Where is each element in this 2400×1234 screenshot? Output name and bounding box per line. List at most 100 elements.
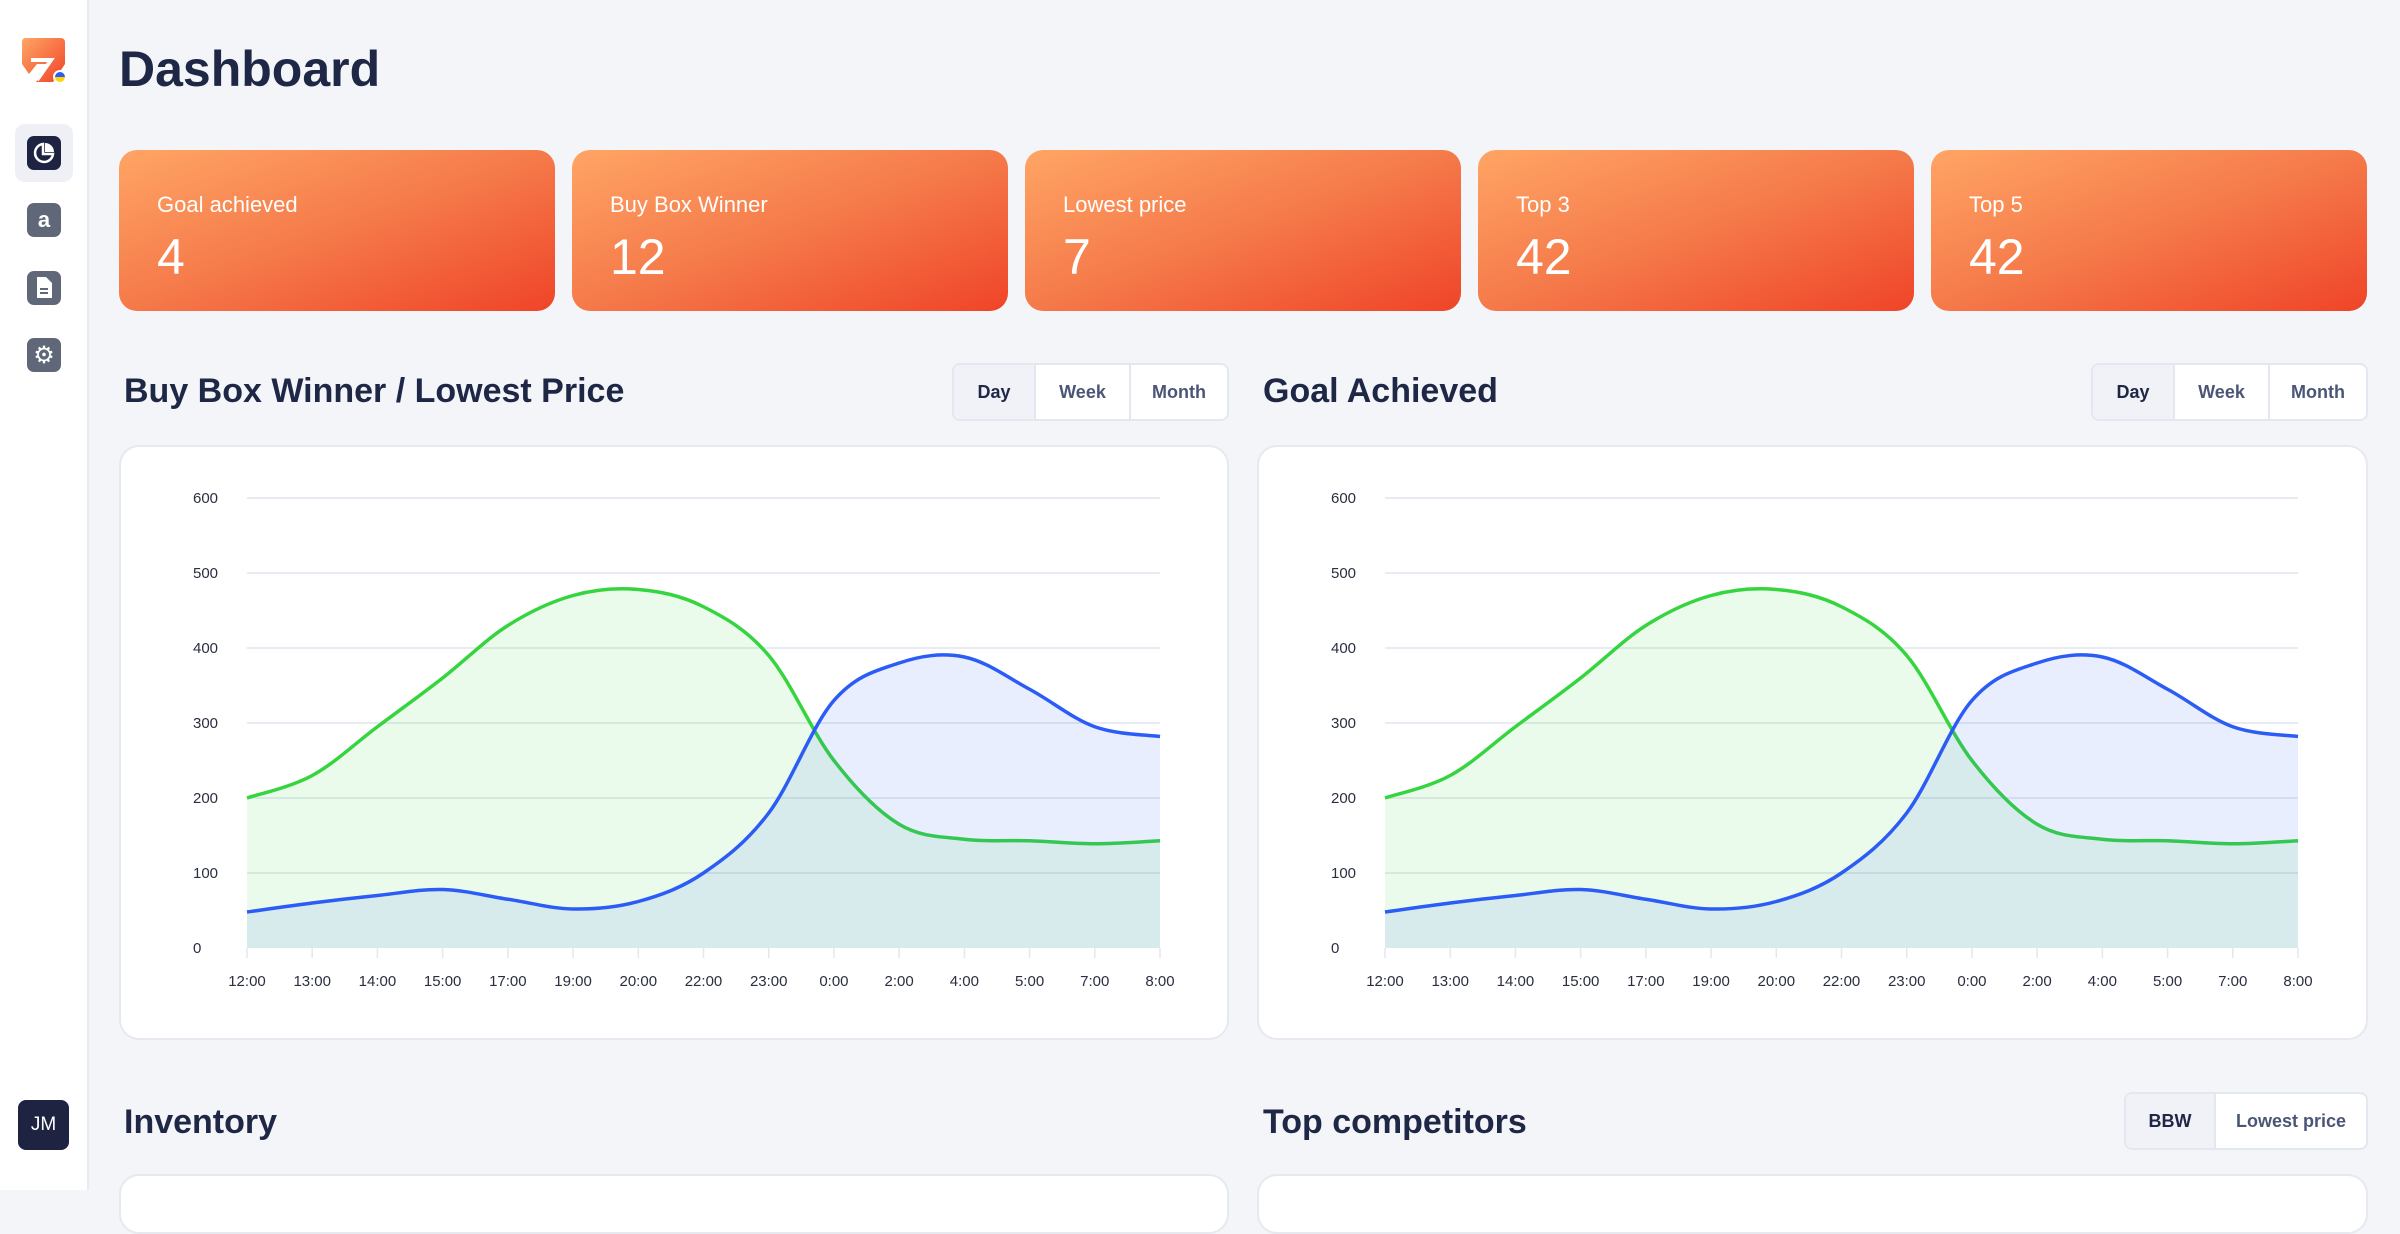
- stat-card[interactable]: Buy Box Winner 12: [572, 150, 1008, 311]
- tab-lowest-price[interactable]: Lowest price: [2214, 1094, 2366, 1148]
- stat-label: Top 3: [1516, 192, 1570, 217]
- y-tick-label: 0: [1331, 940, 1339, 957]
- competitors-panel: [1257, 1174, 2368, 1234]
- x-tick-label: 19:00: [554, 973, 592, 990]
- stat-card[interactable]: Top 3 42: [1478, 150, 1914, 311]
- x-tick-label: 4:00: [2088, 973, 2117, 990]
- x-tick-label: 14:00: [359, 973, 397, 990]
- x-tick-label: 2:00: [2023, 973, 2052, 990]
- stat-value: 4: [157, 229, 185, 285]
- stat-label: Buy Box Winner: [610, 192, 768, 217]
- x-tick-label: 23:00: [750, 973, 788, 990]
- stat-card[interactable]: Goal achieved 4: [119, 150, 555, 311]
- tab-month[interactable]: Month: [1129, 365, 1227, 419]
- x-tick-label: 12:00: [228, 973, 266, 990]
- y-tick-label: 500: [193, 565, 218, 582]
- y-tick-label: 300: [1331, 715, 1356, 732]
- sidebar-item-dashboard[interactable]: [15, 124, 73, 182]
- y-tick-label: 400: [193, 640, 218, 657]
- series-line[interactable]: [246, 587, 1161, 846]
- series-area: [1385, 588, 2298, 948]
- series-line[interactable]: [1384, 587, 2299, 846]
- section-title-competitors: Top competitors: [1263, 1103, 1527, 1141]
- y-tick-label: 100: [193, 865, 218, 882]
- y-tick-label: 600: [193, 490, 218, 507]
- stat-card[interactable]: Top 5 42: [1931, 150, 2367, 311]
- x-tick-label: 22:00: [1823, 973, 1861, 990]
- stat-card[interactable]: Lowest price 7: [1025, 150, 1461, 311]
- tab-day[interactable]: Day: [2093, 365, 2173, 419]
- sidebar-item-settings[interactable]: ⚙: [15, 326, 73, 384]
- competitors-toggle: BBW Lowest price: [2124, 1092, 2368, 1150]
- x-tick-label: 0:00: [1957, 973, 1986, 990]
- x-tick-label: 17:00: [489, 973, 527, 990]
- stat-value: 42: [1969, 229, 2025, 285]
- y-tick-label: 400: [1331, 640, 1356, 657]
- series-area: [1385, 654, 2298, 948]
- inventory-panel: [119, 1174, 1229, 1234]
- stat-label: Lowest price: [1063, 192, 1187, 217]
- x-tick-label: 14:00: [1497, 973, 1535, 990]
- avatar[interactable]: JM: [18, 1100, 69, 1150]
- stat-value: 7: [1063, 229, 1091, 285]
- y-tick-label: 500: [1331, 565, 1356, 582]
- series-line[interactable]: [246, 653, 1161, 914]
- x-tick-label: 5:00: [1015, 973, 1044, 990]
- tab-bbw[interactable]: BBW: [2126, 1094, 2214, 1148]
- series-line[interactable]: [1384, 653, 2299, 914]
- stat-value: 12: [610, 229, 666, 285]
- series-area: [247, 654, 1160, 948]
- pie-chart-icon: [27, 136, 61, 170]
- stat-label: Goal achieved: [157, 192, 298, 217]
- y-tick-label: 200: [1331, 790, 1356, 807]
- x-tick-label: 7:00: [1080, 973, 1109, 990]
- gear-icon: ⚙: [27, 338, 61, 372]
- x-tick-label: 8:00: [1145, 973, 1174, 990]
- x-tick-label: 13:00: [293, 973, 331, 990]
- document-icon: [27, 271, 61, 305]
- y-tick-label: 200: [193, 790, 218, 807]
- x-tick-label: 4:00: [950, 973, 979, 990]
- x-tick-label: 13:00: [1431, 973, 1469, 990]
- logo[interactable]: [21, 38, 67, 84]
- bbw-chart: 0 100 200 300 400 500 600 12:00 13:00 14:00 15:00 1…: [193, 490, 1175, 990]
- y-tick-label: 600: [1331, 490, 1356, 507]
- section-title-goal: Goal Achieved: [1263, 372, 1498, 410]
- x-tick-label: 15:00: [1562, 973, 1600, 990]
- bbw-range-toggle: Day Week Month: [952, 363, 1229, 421]
- tab-day[interactable]: Day: [954, 365, 1034, 419]
- sidebar-item-amazon[interactable]: a: [15, 191, 73, 249]
- sidebar-item-documents[interactable]: [15, 259, 73, 317]
- x-tick-label: 20:00: [1758, 973, 1796, 990]
- page-title: Dashboard: [119, 41, 381, 97]
- goal-chart: 0 100 200 300 400 500 600 12:00 13:00 14:00 15:00 1…: [1331, 490, 2313, 990]
- section-title-bbw: Buy Box Winner / Lowest Price: [124, 372, 625, 410]
- bbw-chart-panel: 0 100 200 300 400 500 600 12:00 13:00 14:00 15:00 1…: [119, 445, 1229, 1040]
- section-title-inventory: Inventory: [124, 1103, 278, 1141]
- x-tick-label: 8:00: [2283, 973, 2312, 990]
- goal-chart-panel: 0 100 200 300 400 500 600 12:00 13:00 14:00 15:00 1…: [1257, 445, 2368, 1040]
- x-tick-label: 17:00: [1627, 973, 1665, 990]
- series-area: [247, 588, 1160, 948]
- tab-week[interactable]: Week: [1034, 365, 1129, 419]
- amazon-icon: a: [27, 203, 61, 237]
- x-tick-label: 22:00: [685, 973, 723, 990]
- x-tick-label: 19:00: [1692, 973, 1730, 990]
- x-tick-label: 5:00: [2153, 973, 2182, 990]
- x-tick-label: 15:00: [424, 973, 462, 990]
- y-tick-label: 0: [193, 940, 201, 957]
- tab-week[interactable]: Week: [2173, 365, 2268, 419]
- y-tick-label: 300: [193, 715, 218, 732]
- x-tick-label: 23:00: [1888, 973, 1926, 990]
- x-tick-label: 2:00: [885, 973, 914, 990]
- x-tick-label: 12:00: [1366, 973, 1404, 990]
- x-tick-label: 20:00: [620, 973, 658, 990]
- x-tick-label: 0:00: [819, 973, 848, 990]
- x-tick-label: 7:00: [2218, 973, 2247, 990]
- tab-month[interactable]: Month: [2268, 365, 2366, 419]
- goal-range-toggle: Day Week Month: [2091, 363, 2368, 421]
- y-tick-label: 100: [1331, 865, 1356, 882]
- stat-label: Top 5: [1969, 192, 2023, 217]
- stat-value: 42: [1516, 229, 1572, 285]
- sidebar: a ⚙ JM: [0, 0, 89, 1190]
